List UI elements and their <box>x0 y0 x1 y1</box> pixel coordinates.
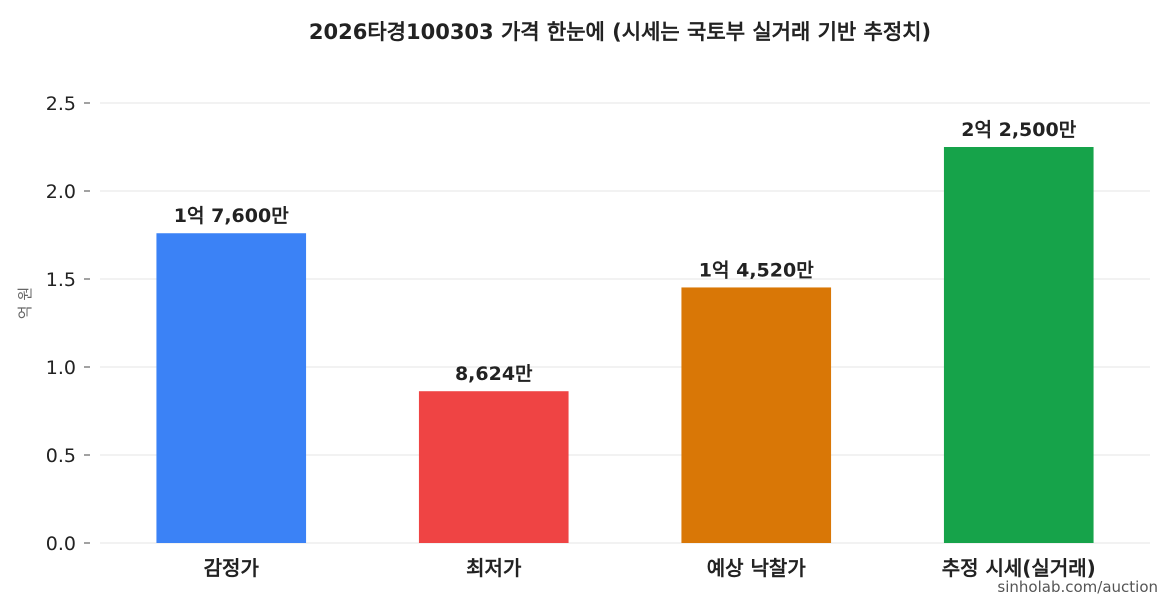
data-label: 1억 4,520만 <box>699 259 814 281</box>
bar <box>156 233 307 544</box>
category-label: 예상 낙찰가 <box>707 556 807 580</box>
bars <box>156 147 1094 544</box>
chart-title: 2026타경100303 가격 한눈에 (시세는 국토부 실거래 기반 추정치) <box>309 20 931 44</box>
bar <box>943 147 1094 543</box>
category-label: 추정 시세(실거래) <box>942 556 1096 580</box>
y-tick-label: 0.0 <box>46 533 76 555</box>
bar <box>681 287 832 543</box>
y-tick-label: 2.0 <box>46 181 76 203</box>
y-tick-label: 1.5 <box>46 269 76 291</box>
data-labels: 1억 7,600만 8,624만 1억 4,520만 2억 2,500만 <box>174 119 1077 385</box>
y-tick-label: 1.0 <box>46 357 76 379</box>
y-axis-ticks: 0.0 0.5 1.0 1.5 2.0 2.5 <box>46 93 90 555</box>
data-label: 2억 2,500만 <box>961 119 1076 141</box>
watermark: sinholab.com/auction <box>997 578 1158 596</box>
category-label: 감정가 <box>204 556 260 580</box>
y-tick-label: 2.5 <box>46 93 76 115</box>
data-label: 1억 7,600만 <box>174 205 289 227</box>
y-tick-label: 0.5 <box>46 445 76 467</box>
category-labels: 감정가 최저가 예상 낙찰가 추정 시세(실거래) <box>204 556 1096 580</box>
bar <box>418 391 569 543</box>
category-label: 최저가 <box>466 556 522 580</box>
data-label: 8,624만 <box>455 363 533 385</box>
y-axis-label: 억 원 <box>16 287 34 319</box>
